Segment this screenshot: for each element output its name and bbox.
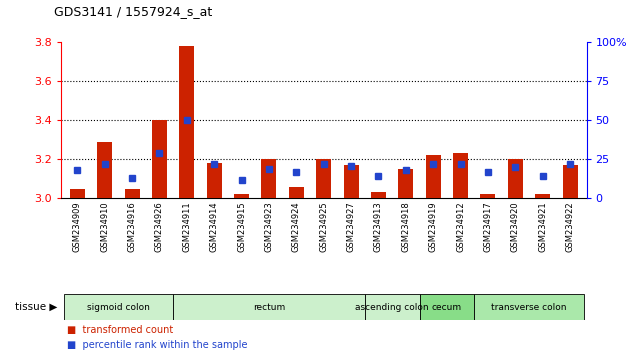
Text: ■  transformed count: ■ transformed count	[67, 325, 174, 335]
Bar	[344, 165, 358, 198]
Bar	[371, 193, 386, 198]
Bar	[426, 155, 441, 198]
Bar	[474, 294, 584, 320]
Bar	[481, 194, 495, 198]
Text: tissue ▶: tissue ▶	[15, 302, 58, 312]
Bar	[63, 294, 173, 320]
Bar	[365, 294, 419, 320]
Bar	[289, 187, 304, 198]
Bar	[70, 189, 85, 198]
Bar	[206, 163, 222, 198]
Text: GDS3141 / 1557924_s_at: GDS3141 / 1557924_s_at	[54, 5, 213, 18]
Bar	[316, 159, 331, 198]
Bar	[124, 189, 140, 198]
Bar	[508, 159, 523, 198]
Bar	[173, 294, 365, 320]
Bar	[97, 142, 112, 198]
Bar	[234, 194, 249, 198]
Text: transverse colon: transverse colon	[491, 303, 567, 312]
Bar	[563, 165, 578, 198]
Bar	[262, 159, 276, 198]
Text: sigmoid colon: sigmoid colon	[87, 303, 150, 312]
Text: rectum: rectum	[253, 303, 285, 312]
Bar	[453, 154, 468, 198]
Bar	[179, 46, 194, 198]
Text: cecum: cecum	[432, 303, 462, 312]
Text: ascending colon: ascending colon	[355, 303, 429, 312]
Text: ■  percentile rank within the sample: ■ percentile rank within the sample	[67, 341, 248, 350]
Bar	[535, 194, 550, 198]
Bar	[398, 169, 413, 198]
Bar	[152, 120, 167, 198]
Bar	[419, 294, 474, 320]
